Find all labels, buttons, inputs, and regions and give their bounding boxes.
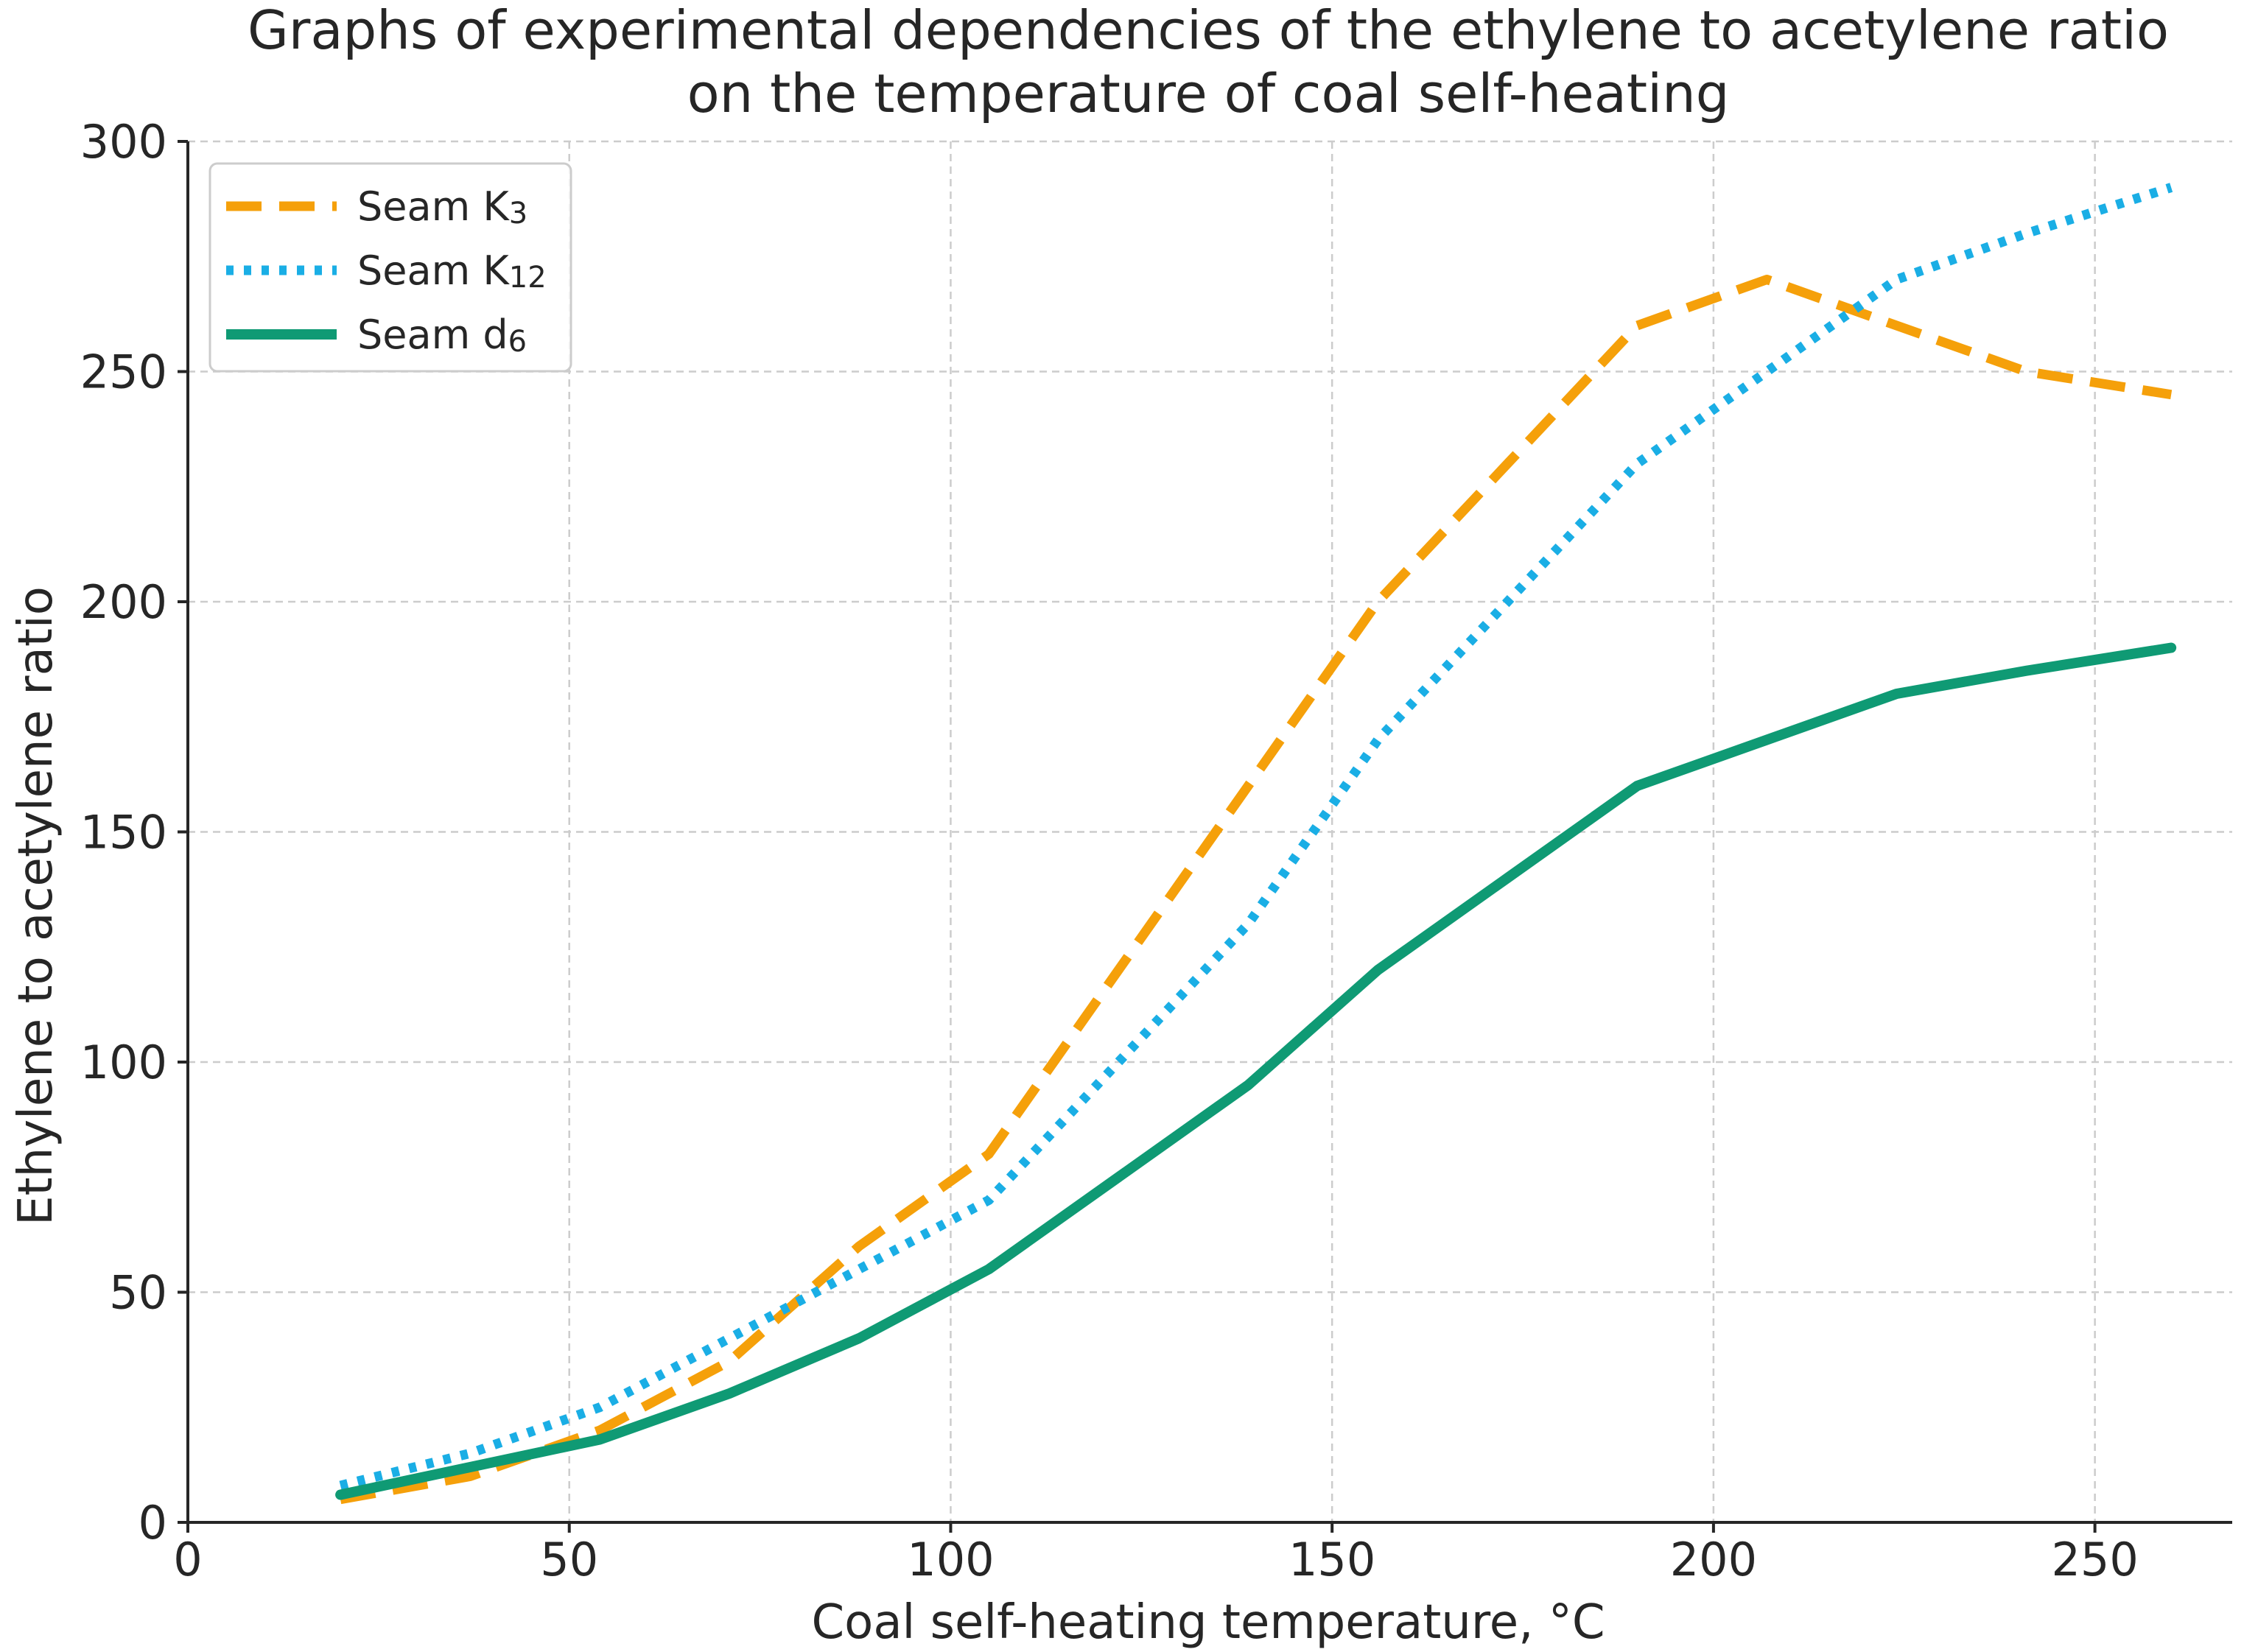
y-tick-label: 300: [80, 115, 167, 169]
y-tick-label: 250: [80, 345, 167, 399]
legend-box: [208, 162, 572, 373]
series-lines: [335, 183, 2177, 1505]
legend-label-2: Seam K12: [357, 247, 547, 295]
y-tick-label: 0: [139, 1496, 167, 1550]
x-axis-label: Coal self-heating temperature, °C: [811, 1595, 1605, 1650]
y-tick-label: 150: [80, 806, 167, 860]
y-tick-label: 50: [109, 1266, 167, 1320]
y-tick-label: 200: [80, 575, 167, 629]
x-tick-label: 100: [907, 1533, 994, 1586]
legend-label-3: Seam d6: [357, 312, 527, 359]
x-tick-label: 0: [173, 1533, 202, 1586]
tick-labels: 0 50 100 150 200 250 0 50 100 150 200 250 300: [80, 115, 2139, 1586]
y-tick-label: 100: [80, 1036, 167, 1089]
series-line-3: [335, 642, 2177, 1500]
x-tick-label: 150: [1288, 1533, 1375, 1586]
chart-title-line-2: on the temperature of coal self-heating: [687, 63, 1730, 124]
legend: Seam K3 Seam K12 Seam d6: [208, 162, 572, 373]
x-tick-label: 250: [2051, 1533, 2138, 1586]
x-tick-label: 50: [540, 1533, 598, 1586]
series-line-1: [339, 275, 2173, 1505]
chart-title-line-1: Graphs of experimental dependencies of t…: [248, 0, 2169, 61]
x-tick-label: 200: [1670, 1533, 1757, 1586]
axes: [178, 140, 2232, 1533]
series-line-2: [339, 183, 2173, 1491]
legend-label-1: Seam K3: [357, 183, 527, 231]
y-axis-label: Ethylene to acetylene ratio: [9, 586, 63, 1226]
